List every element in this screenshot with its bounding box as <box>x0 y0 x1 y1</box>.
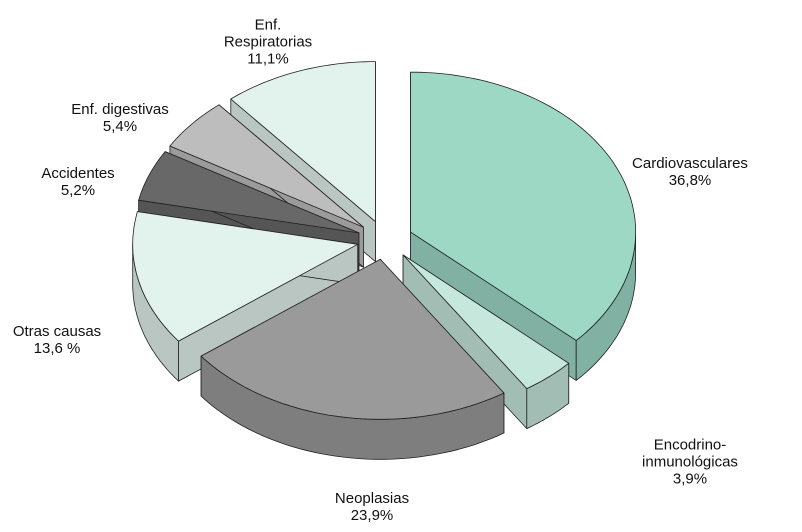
slice <box>402 254 570 389</box>
slice <box>230 61 376 222</box>
slice <box>200 258 505 420</box>
slice <box>132 211 359 342</box>
category-label: Neoplasias <box>334 490 410 507</box>
slice-label: Cardiovasculares 36,8% <box>620 155 760 189</box>
value-label: 3,9% <box>672 470 708 488</box>
slice-label: Enf. digestivas 5,4% <box>55 101 185 135</box>
category-label: Encodrino-inmunológicas <box>642 436 738 471</box>
slice <box>138 151 360 234</box>
value-label: 36,8% <box>668 172 712 189</box>
value-label: 13,6 % <box>33 340 81 357</box>
slice-label: Accidentes 5,2% <box>18 165 138 199</box>
slice <box>169 104 364 228</box>
slice-label: Neoplasias 23,9% <box>302 490 442 524</box>
slice-label: Enf. Respiratorias 11,1% <box>218 17 318 68</box>
value-label: 5,2% <box>60 182 96 199</box>
slice-label: Otras causas 13,6 % <box>0 323 117 357</box>
slice <box>410 71 636 341</box>
value-label: 11,1% <box>247 50 289 68</box>
category-label: Cardiovasculares <box>632 155 748 172</box>
value-label: 5,4% <box>102 118 138 135</box>
category-label: Accidentes <box>41 165 115 182</box>
category-label: Enf. digestivas <box>71 101 169 118</box>
category-label: Otras causas <box>12 323 102 340</box>
value-label: 23,9% <box>350 507 394 524</box>
category-label: Enf. Respiratorias <box>223 16 313 51</box>
slice-label: Encodrino-inmunológicas 3,9% <box>630 437 750 488</box>
